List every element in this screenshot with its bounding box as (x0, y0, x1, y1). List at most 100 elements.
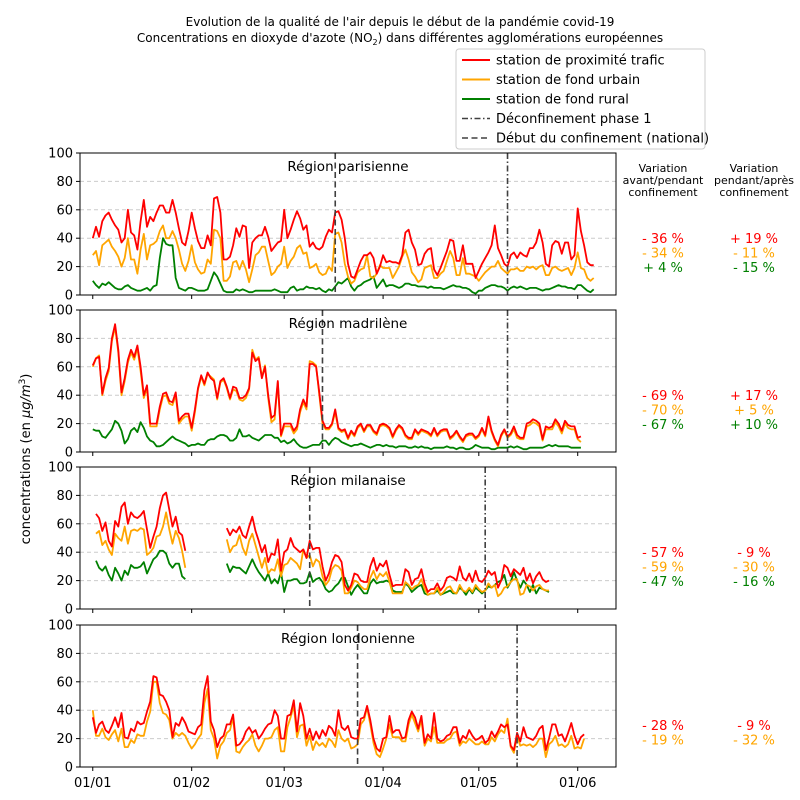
series-line-rural (92, 237, 595, 295)
y-tick-label: 60 (56, 517, 73, 532)
variation-during-after-rural: - 15 % (733, 261, 775, 276)
region-label: Région milanaise (290, 473, 405, 489)
panels: 0 20 40 60 80 100 Région parisienne - 36 %- 34 … (48, 147, 778, 792)
variation-before-during-urbain: - 59 % (642, 561, 684, 576)
y-tick-label: 0 (65, 446, 73, 461)
y-tick-label: 60 (56, 360, 73, 375)
y-tick-label: 0 (65, 603, 73, 618)
variation-before-during-urbain: - 34 % (642, 247, 684, 262)
y-axis-label: concentrations (en μg/m3) (18, 374, 34, 545)
variation-before-during-trafic: - 69 % (642, 389, 684, 404)
header-line: confinement (719, 186, 789, 199)
subtitle-part-2: ) dans différentes agglomérations europé… (378, 31, 663, 45)
series-line-trafic (225, 515, 550, 593)
y-tick-label: 80 (56, 332, 73, 347)
variation-header-during-after: Variation pendant/après confinement (714, 162, 794, 199)
y-tick-label: 80 (56, 489, 73, 504)
ylabel-superscript: 3 (18, 379, 28, 385)
legend-item: station de proximité trafic (462, 54, 665, 69)
y-tick-label: 20 (56, 574, 73, 589)
panel-frame (79, 152, 617, 296)
x-tick-label: 01/06 (559, 776, 596, 791)
region-label: Région londonienne (281, 631, 415, 647)
legend-label: Déconfinement phase 1 (496, 112, 652, 127)
series-line-trafic (91, 196, 594, 279)
variation-during-after-trafic: + 17 % (730, 389, 778, 404)
series-line-urbain (225, 532, 549, 598)
y-tick-label: 100 (48, 304, 73, 319)
y-tick-label: 40 (56, 546, 73, 561)
variation-during-after-urbain: - 11 % (733, 247, 775, 262)
subtitle-subscript: 2 (373, 38, 378, 47)
panel-4: 0 20 40 60 80 100 01/01 01/02 01/03 01/04 01/05 01/… (48, 619, 775, 792)
panel-frame (79, 309, 617, 453)
panel-2: 0 20 40 60 80 100 Région madrilène - 69 %- 70 %… (48, 304, 778, 461)
series-line-urbain (92, 224, 595, 285)
legend-item: station de fond urbain (462, 73, 640, 88)
panel-1: 0 20 40 60 80 100 Région parisienne - 36 %- 34 … (48, 147, 778, 304)
legend-item: station de fond rural (462, 93, 629, 108)
region-label: Région parisienne (287, 159, 408, 175)
panel-frame (79, 466, 617, 610)
y-tick-label: 0 (65, 289, 73, 304)
variation-before-during-trafic: - 57 % (642, 546, 684, 561)
x-tick-label: 01/01 (74, 776, 111, 791)
legend-item: Déconfinement phase 1 (462, 112, 652, 127)
svg-text:concentrations (en μg/m3): concentrations (en μg/m3) (18, 374, 34, 545)
y-tick-label: 100 (48, 461, 73, 476)
variation-during-after-trafic: - 9 % (737, 719, 771, 734)
y-tick-label: 40 (56, 232, 73, 247)
ylabel-part-2: μg/m (19, 384, 34, 419)
y-tick-label: 20 (56, 732, 73, 747)
variation-before-during-rural: - 47 % (642, 575, 684, 590)
y-tick-label: 40 (56, 389, 73, 404)
variation-before-during-rural: - 67 % (642, 418, 684, 433)
y-tick-label: 80 (56, 647, 73, 662)
variation-before-during-urbain: - 19 % (642, 734, 684, 749)
variation-before-during-trafic: - 36 % (642, 232, 684, 247)
y-tick-label: 20 (56, 260, 73, 275)
series-line-trafic (91, 323, 582, 446)
legend-box (455, 48, 706, 150)
region-label: Région madrilène (289, 316, 408, 332)
legend-items: station de proximité trafic station de fo… (462, 54, 709, 147)
header-line: Variation (639, 162, 688, 175)
series-line-urbain (91, 680, 585, 760)
legend-label: station de fond urbain (496, 73, 640, 88)
panel-3: 0 20 40 60 80 100 Région milanaise - 57 %- 59 %… (48, 461, 775, 618)
variation-during-after-trafic: - 9 % (737, 546, 771, 561)
legend-label: station de fond rural (496, 93, 629, 108)
series-line-rural (92, 419, 581, 451)
y-tick-label: 100 (48, 147, 73, 162)
y-tick-label: 100 (48, 619, 73, 634)
ylabel-part-1: concentrations (en (19, 418, 34, 544)
series-line-rural (95, 549, 186, 582)
variation-during-after-urbain: - 32 % (733, 734, 775, 749)
variation-headers: Variation avant/pendant confinement Vari… (623, 162, 795, 199)
variation-during-after-rural: + 10 % (730, 418, 778, 433)
y-tick-label: 80 (56, 175, 73, 190)
variation-during-after-trafic: + 19 % (730, 232, 778, 247)
panel-frame (79, 624, 617, 768)
header-line: pendant/après (714, 174, 794, 187)
variation-before-during-rural: + 4 % (643, 261, 683, 276)
legend-label: station de proximité trafic (496, 54, 665, 69)
y-tick-label: 60 (56, 203, 73, 218)
series-line-trafic (91, 675, 585, 753)
chart-title: Evolution de la qualité de l'air depuis … (186, 15, 615, 29)
variation-during-after-rural: - 16 % (733, 575, 775, 590)
y-tick-label: 60 (56, 675, 73, 690)
y-tick-label: 20 (56, 417, 73, 432)
variation-during-after-urbain: + 5 % (734, 404, 774, 419)
variation-before-during-urbain: - 70 % (642, 404, 684, 419)
legend-label: Début du confinement (national) (496, 132, 709, 147)
header-line: avant/pendant (623, 174, 704, 187)
legend: station de proximité trafic station de fo… (455, 48, 709, 150)
y-tick-label: 0 (65, 761, 73, 776)
variation-before-during-trafic: - 28 % (642, 719, 684, 734)
figure-title: Evolution de la qualité de l'air depuis … (137, 15, 663, 47)
legend-item: Début du confinement (national) (462, 132, 709, 147)
variation-during-after-urbain: - 30 % (733, 561, 775, 576)
ylabel-part-4: ) (19, 374, 34, 379)
